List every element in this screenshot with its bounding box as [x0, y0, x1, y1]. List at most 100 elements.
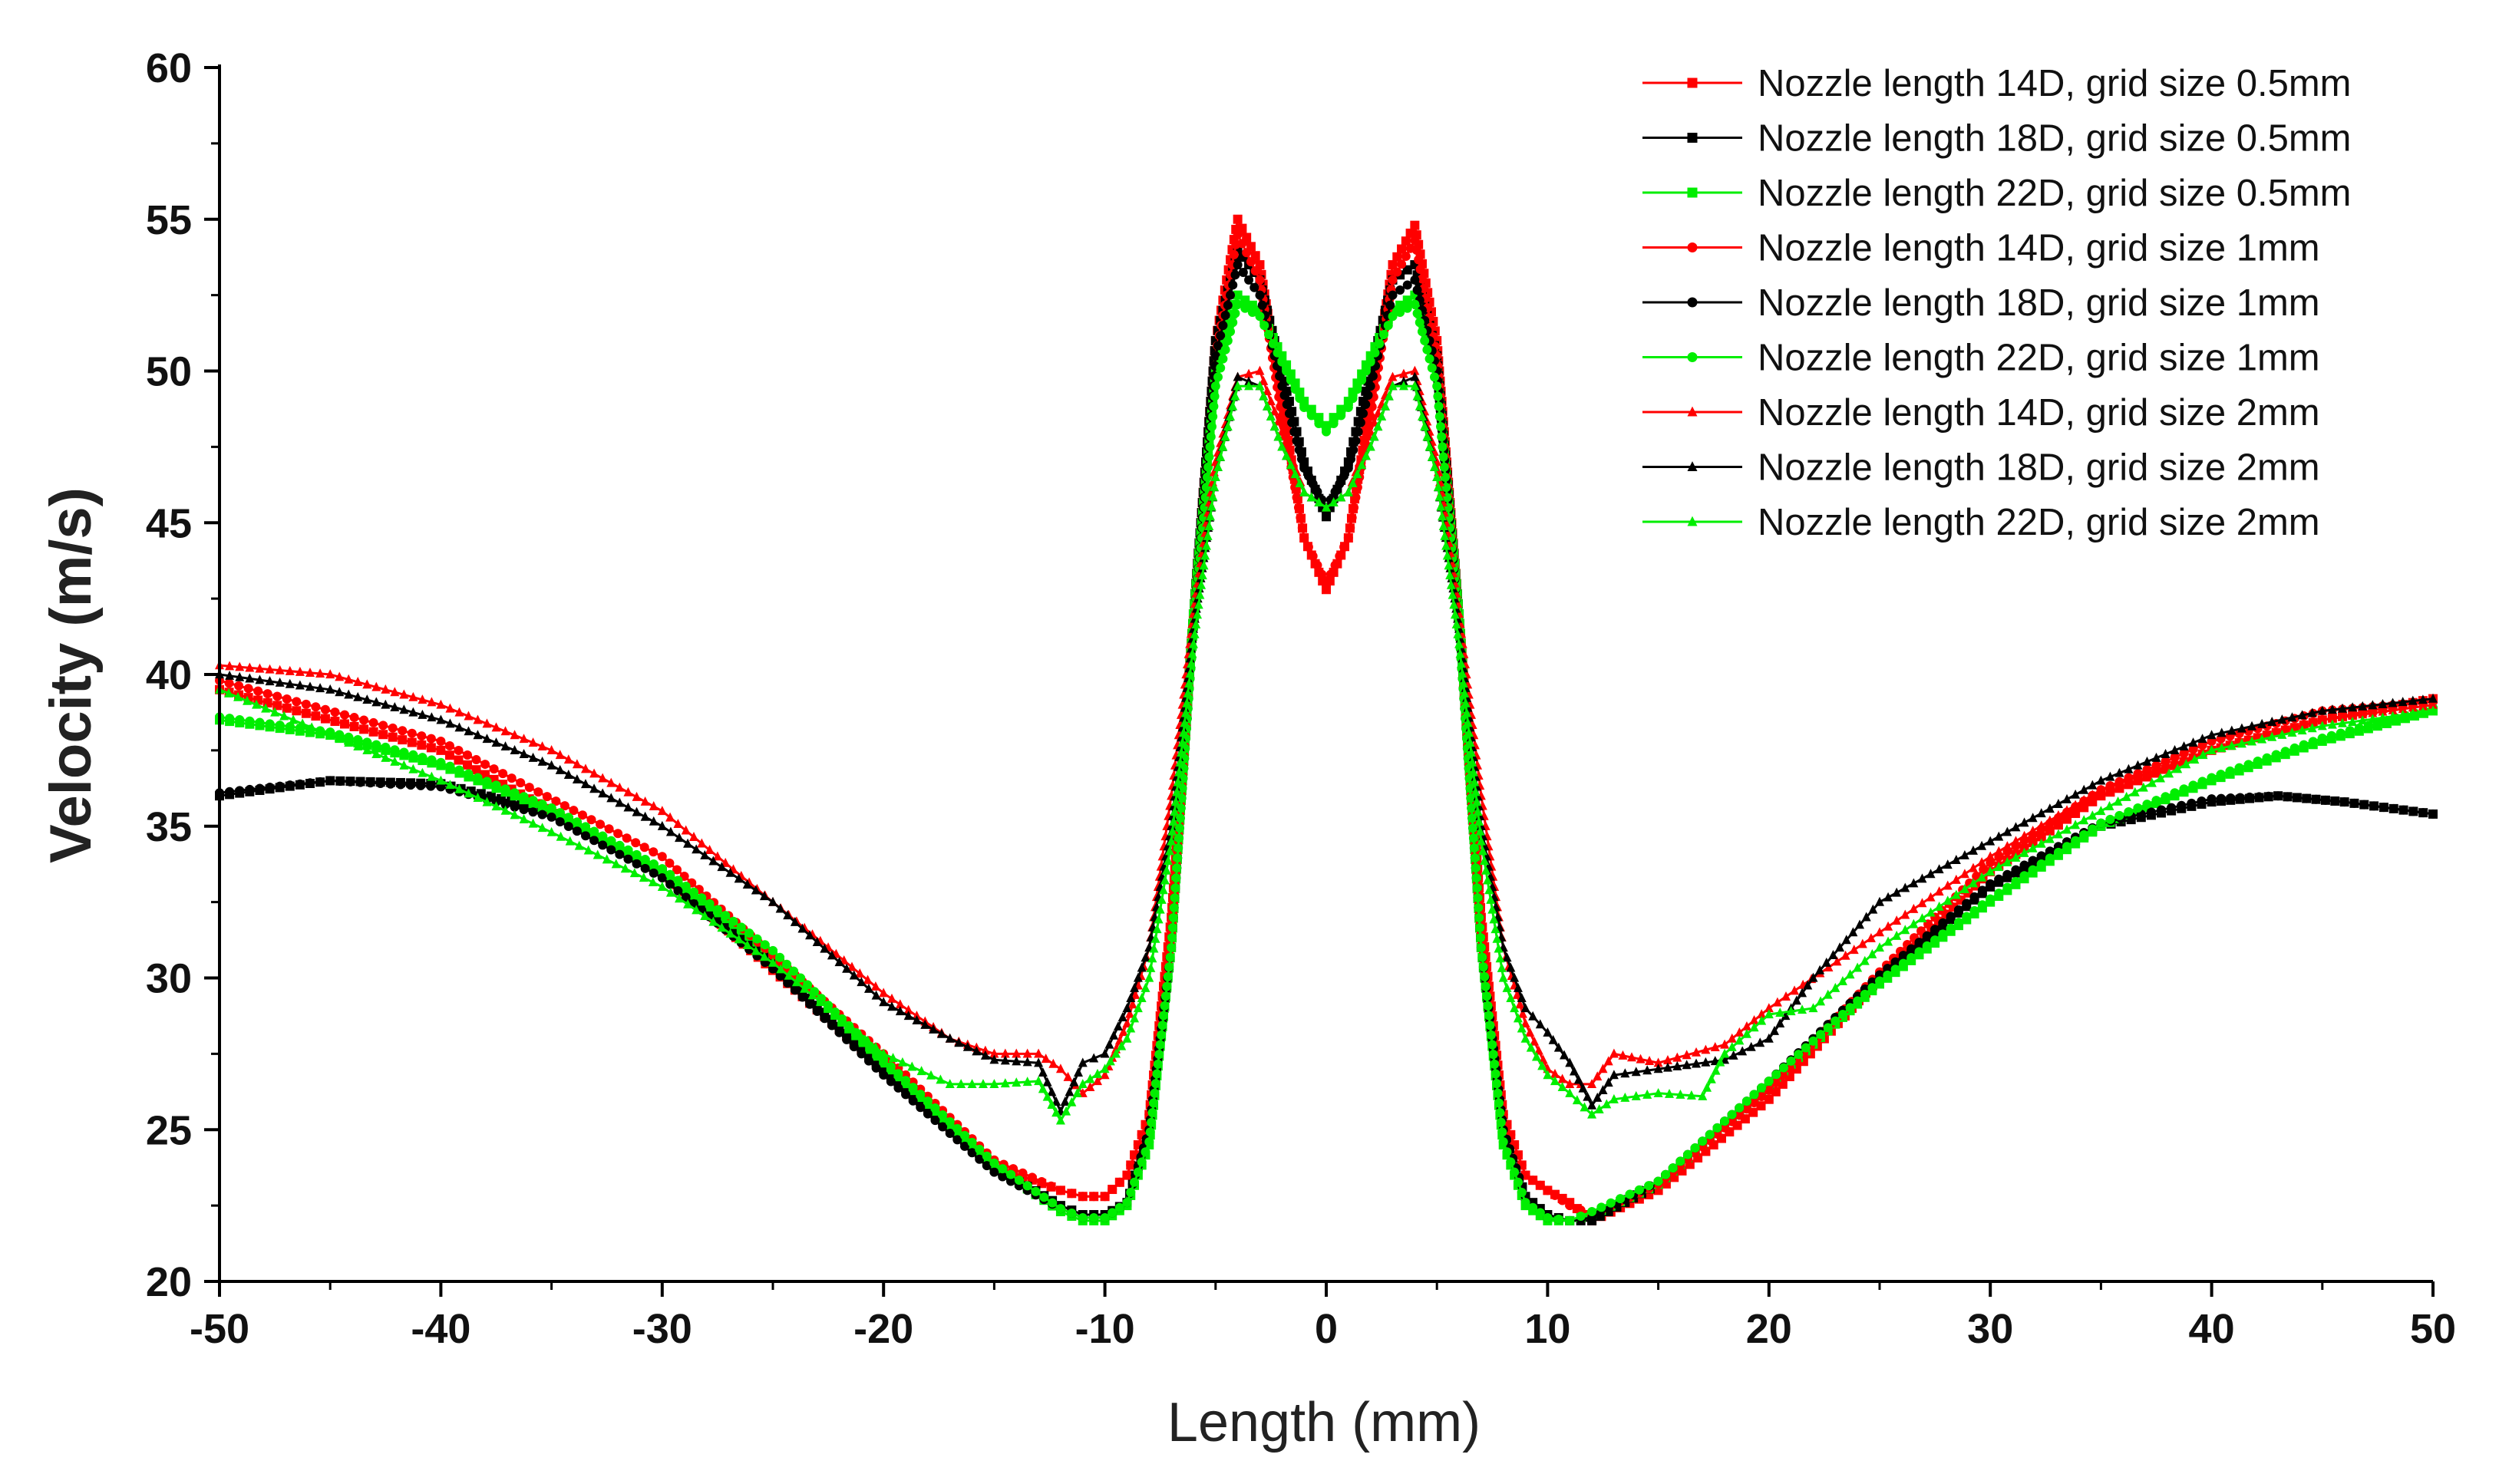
data-point: [2133, 803, 2143, 813]
data-point: [2167, 803, 2177, 813]
data-point: [1175, 757, 1185, 767]
data-point: [807, 990, 817, 1000]
data-point: [797, 923, 807, 933]
data-point: [1914, 947, 1924, 957]
data-point: [1427, 451, 1437, 461]
data-point: [893, 1069, 903, 1079]
data-point: [1764, 1076, 1774, 1086]
data-point: [580, 831, 590, 841]
data-point: [454, 707, 464, 717]
data-point: [712, 905, 722, 915]
data-point: [555, 816, 565, 826]
data-point: [2277, 714, 2287, 724]
x-tick-label: -30: [632, 1306, 692, 1352]
data-point: [1526, 1042, 1536, 1052]
data-point: [295, 779, 305, 789]
data-point: [930, 1103, 940, 1113]
data-point: [1255, 312, 1265, 322]
data-point: [1543, 1212, 1553, 1222]
data-point: [1867, 983, 1877, 993]
data-point: [1764, 1085, 1774, 1095]
data-point: [2105, 781, 2115, 791]
data-point: [1177, 747, 1187, 757]
legend-marker: [1687, 461, 1698, 472]
legend-label: Nozzle length 14D, grid size 1mm: [1758, 228, 2320, 269]
data-point: [295, 666, 305, 676]
data-point: [1994, 889, 2004, 899]
data-point: [849, 1042, 859, 1052]
data-point: [1587, 1079, 1597, 1089]
data-point: [2280, 747, 2290, 757]
data-point: [1618, 1050, 1628, 1060]
data-point: [1292, 493, 1302, 503]
data-point: [580, 822, 590, 832]
data-point: [1296, 454, 1306, 464]
data-point: [1553, 1042, 1563, 1052]
data-point: [2348, 711, 2358, 721]
data-point: [1022, 1181, 1032, 1191]
data-point: [1616, 1194, 1626, 1204]
data-point: [1831, 982, 1840, 992]
data-point: [1494, 1098, 1504, 1108]
data-point: [2317, 714, 2327, 724]
data-point: [1289, 427, 1299, 437]
data-point: [989, 1158, 999, 1168]
data-point: [1180, 707, 1190, 717]
data-point: [1365, 357, 1375, 367]
data-point: [1230, 308, 1240, 318]
data-point: [930, 1116, 940, 1126]
data-point: [355, 777, 365, 787]
data-point: [1365, 381, 1375, 391]
data-point: [1202, 472, 1212, 482]
data-point: [1470, 777, 1480, 787]
data-point: [1720, 1116, 1730, 1126]
data-point: [989, 1079, 999, 1089]
legend-item-2: Nozzle length 18D, grid size 0.5mm: [1642, 118, 2351, 160]
data-point: [1620, 1092, 1630, 1102]
data-point: [298, 718, 308, 728]
data-point: [665, 812, 675, 822]
data-point: [2188, 780, 2198, 790]
data-point: [760, 940, 770, 950]
data-point: [1883, 970, 1893, 980]
data-point: [234, 681, 244, 691]
data-point: [1100, 1212, 1110, 1222]
data-point: [1909, 918, 1919, 928]
data-point: [2330, 796, 2340, 806]
data-point: [528, 796, 538, 806]
data-point: [2011, 836, 2021, 846]
legend-marker: [1687, 516, 1698, 526]
data-point: [1720, 1039, 1730, 1049]
data-point: [736, 922, 746, 932]
data-point: [1255, 365, 1265, 375]
data-point: [2062, 793, 2072, 803]
data-point: [305, 681, 315, 691]
data-point: [285, 665, 295, 675]
data-point: [500, 741, 510, 751]
data-point: [311, 711, 321, 721]
data-point: [863, 1035, 873, 1045]
data-point: [1146, 962, 1156, 972]
data-point: [285, 721, 295, 731]
data-point: [1131, 989, 1141, 999]
data-point: [640, 811, 650, 821]
data-point: [1126, 1023, 1136, 1033]
data-point: [436, 745, 446, 755]
legend-marker: [1687, 406, 1698, 417]
data-point: [1000, 1055, 1010, 1065]
legend-item-4: Nozzle length 14D, grid size 1mm: [1642, 228, 2320, 269]
data-point: [2045, 803, 2055, 813]
data-point: [1092, 1076, 1102, 1086]
data-point: [1883, 936, 1893, 946]
data-point: [2358, 715, 2368, 725]
data-point: [368, 717, 378, 727]
data-point: [1193, 609, 1203, 619]
data-point: [998, 1172, 1008, 1182]
data-point: [734, 873, 744, 883]
x-axis-title: Length (mm): [1167, 1392, 1481, 1453]
data-point: [2079, 803, 2089, 813]
data-point: [734, 934, 744, 944]
data-point: [1461, 697, 1471, 707]
data-point: [1174, 767, 1184, 777]
data-point: [1042, 1091, 1052, 1101]
